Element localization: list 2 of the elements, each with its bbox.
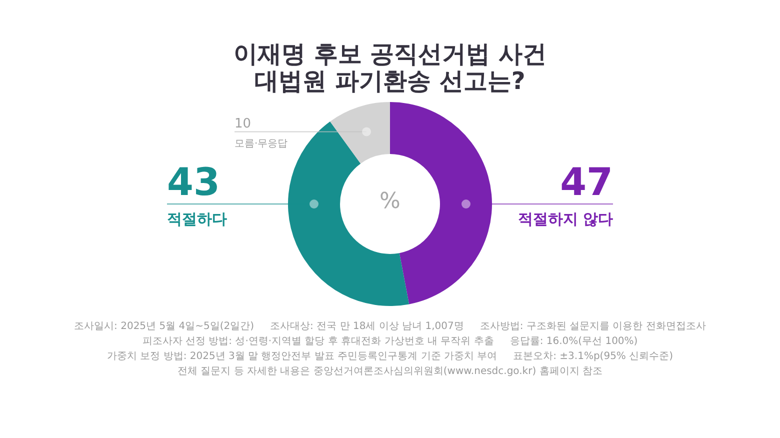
title: 이재명 후보 공직선거법 사건 대법원 파기환송 선고는?: [233, 40, 547, 95]
center-note: %: [380, 189, 400, 214]
